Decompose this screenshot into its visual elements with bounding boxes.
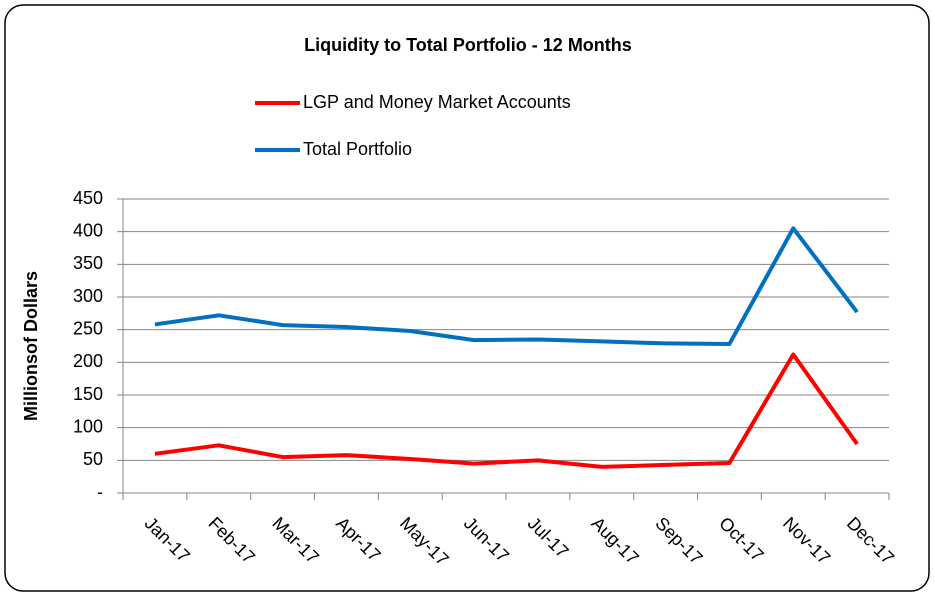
y-tick-label: 450 xyxy=(73,188,103,208)
chart-title: Liquidity to Total Portfolio - 12 Months xyxy=(304,35,632,55)
y-tick-label: 150 xyxy=(73,384,103,404)
y-tick-label: 300 xyxy=(73,286,103,306)
y-tick-label: 50 xyxy=(83,449,103,469)
y-tick-label: 350 xyxy=(73,253,103,273)
y-tick-label: 250 xyxy=(73,318,103,338)
y-tick-label: 100 xyxy=(73,416,103,436)
legend-label: LGP and Money Market Accounts xyxy=(303,92,571,112)
y-tick-label: 400 xyxy=(73,220,103,240)
legend-label: Total Portfolio xyxy=(303,139,412,159)
series-line xyxy=(154,226,859,347)
y-axis-title: Millionsof Dollars xyxy=(21,271,41,421)
series-line xyxy=(154,352,859,469)
chart-frame xyxy=(4,4,930,592)
y-tick-label: - xyxy=(97,482,103,502)
y-tick-label: 200 xyxy=(73,351,103,371)
